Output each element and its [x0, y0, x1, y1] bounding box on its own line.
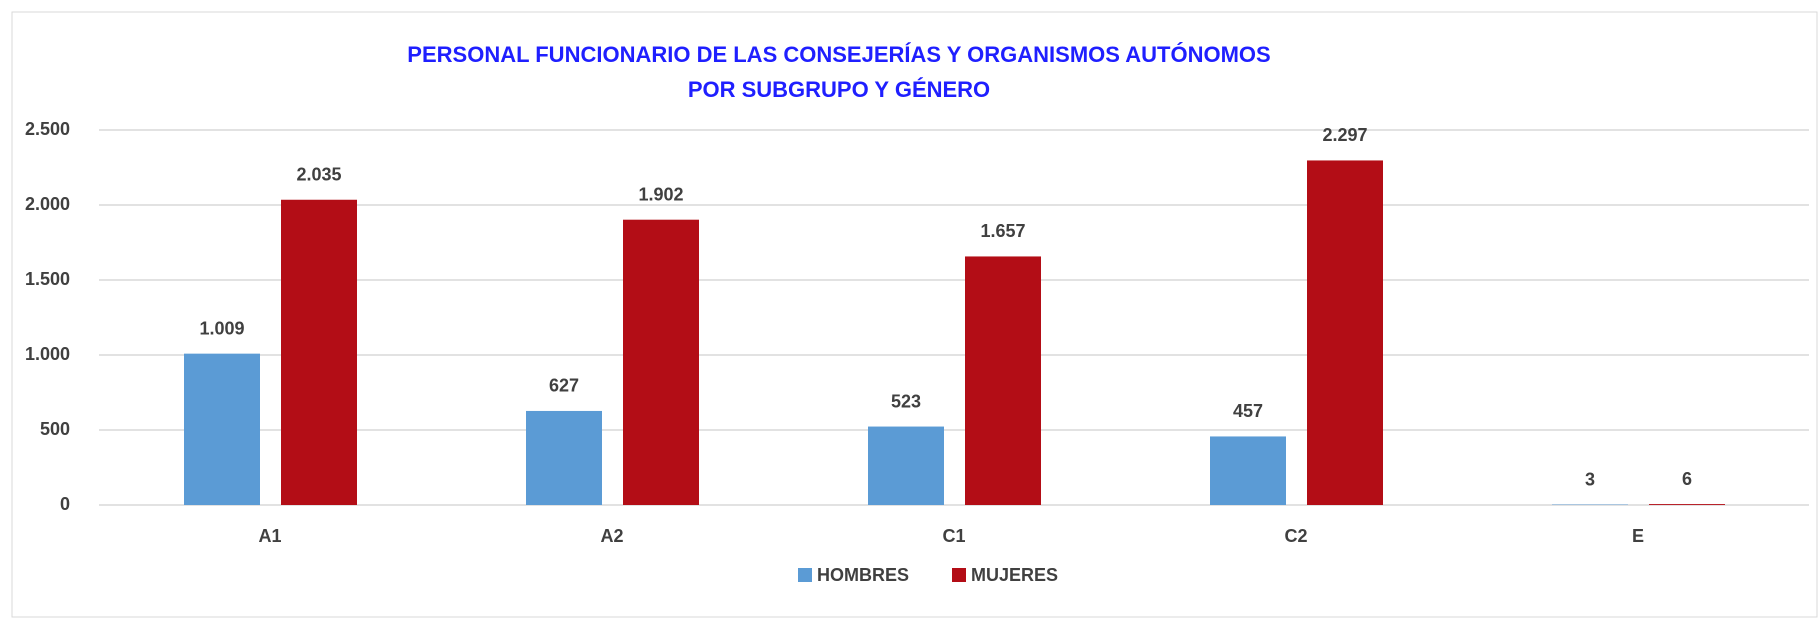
legend-label: MUJERES	[971, 565, 1058, 585]
x-tick-label: A2	[600, 526, 623, 546]
y-tick-label: 1.500	[25, 269, 70, 289]
x-tick-label: C2	[1284, 526, 1307, 546]
y-tick-label: 2.500	[25, 119, 70, 139]
y-tick-label: 2.000	[25, 194, 70, 214]
data-label: 6	[1682, 469, 1692, 489]
bar	[184, 353, 260, 505]
data-label: 457	[1233, 401, 1263, 421]
legend-swatch	[952, 568, 966, 582]
data-label: 627	[549, 376, 579, 396]
data-label: 523	[891, 391, 921, 411]
bar	[1649, 504, 1725, 505]
bar	[1307, 160, 1383, 505]
legend-label: HOMBRES	[817, 565, 909, 585]
chart-title: PERSONAL FUNCIONARIO DE LAS CONSEJERÍAS …	[407, 42, 1270, 67]
x-tick-label: A1	[258, 526, 281, 546]
x-tick-label: E	[1632, 526, 1644, 546]
x-tick-label: C1	[942, 526, 965, 546]
bar	[965, 256, 1041, 505]
bar	[526, 410, 602, 505]
y-tick-label: 0	[60, 494, 70, 514]
data-label: 2.035	[296, 165, 341, 185]
chart-title: POR SUBGRUPO Y GÉNERO	[688, 77, 990, 102]
y-tick-label: 1.000	[25, 344, 70, 364]
bar	[623, 219, 699, 505]
data-label: 1.902	[638, 184, 683, 204]
legend-swatch	[798, 568, 812, 582]
data-label: 2.297	[1322, 125, 1367, 145]
bar	[868, 426, 944, 505]
data-label: 1.657	[980, 221, 1025, 241]
bar	[1210, 436, 1286, 505]
data-label: 3	[1585, 469, 1595, 489]
y-tick-label: 500	[40, 419, 70, 439]
bar	[281, 199, 357, 505]
data-label: 1.009	[199, 318, 244, 338]
